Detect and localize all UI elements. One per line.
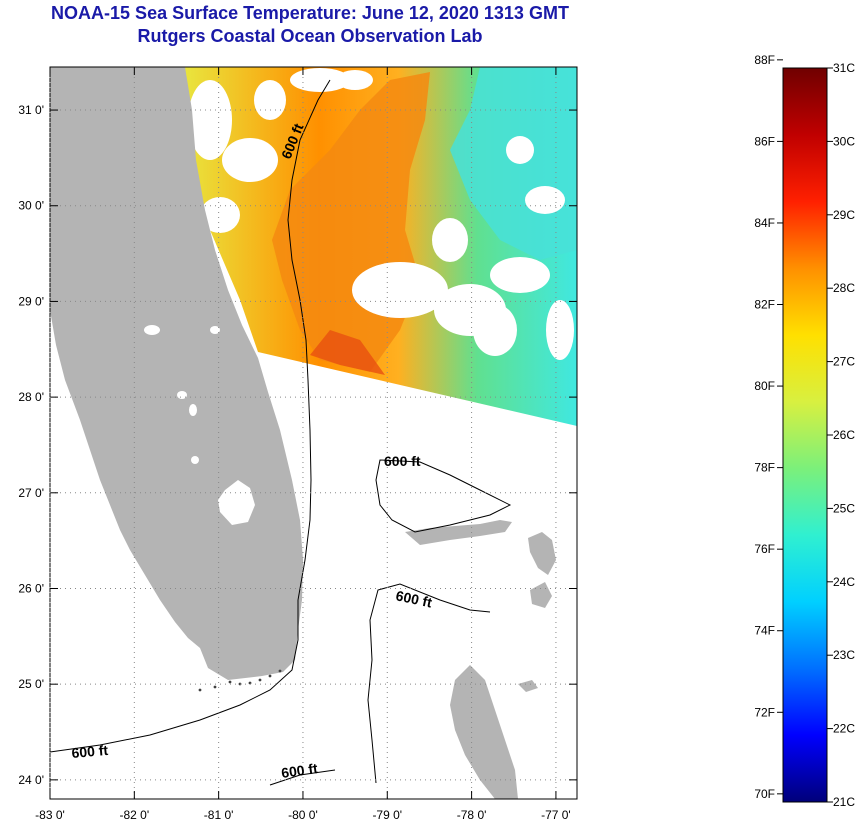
colorbar-f-label: 72F — [754, 705, 775, 719]
abaco-land — [528, 532, 556, 575]
grand-bahama-land — [405, 520, 512, 545]
colorbar-c-label: 23C — [833, 648, 855, 662]
sst-warm-patch — [310, 330, 385, 375]
andros-land — [450, 665, 518, 799]
colorbar-f-label: 88F — [754, 53, 775, 67]
florida-land — [50, 67, 303, 680]
lon-label: -83 0' — [35, 808, 65, 822]
lat-label: 31 0' — [18, 103, 44, 117]
colorbar-c-label: 22C — [833, 722, 855, 736]
colorbar-f-label: 86F — [754, 134, 775, 148]
isobath-600ft — [50, 79, 512, 786]
colorbar-f-label: 80F — [754, 379, 775, 393]
lat-label: 30 0' — [18, 199, 44, 213]
isobath-label: 600 ft — [394, 587, 433, 610]
lon-label: -79 0' — [372, 808, 402, 822]
colorbar-c-label: 31C — [833, 61, 855, 75]
lon-label: -80 0' — [288, 808, 318, 822]
lat-label: 26 0' — [18, 581, 44, 595]
isobath-label: 600 ft — [280, 760, 319, 781]
colorbar-f-label: 78F — [754, 461, 775, 475]
colorbar-f-label: 74F — [754, 624, 775, 638]
lon-label: -82 0' — [119, 808, 149, 822]
colorbar-labels: 88F 86F 84F 82F 80F 78F 76F 74F 72F 70F 31C 30C 29C 2… — [754, 53, 855, 809]
lon-label: -77 0' — [541, 808, 571, 822]
lon-label: -78 0' — [457, 808, 487, 822]
colorbar — [782, 67, 828, 803]
cloud-cover — [188, 68, 574, 360]
florida-keys — [198, 669, 282, 692]
axis-labels: 31 0' 30 0' 29 0' 28 0' 27 0' 26 0' 25 0' 24 0'… — [18, 103, 570, 822]
inland-lakes — [144, 325, 220, 464]
isobath-label: 600 ft — [384, 453, 421, 469]
colorbar-c-label: 30C — [833, 134, 855, 148]
colorbar-c-label: 21C — [833, 795, 855, 809]
map-title: NOAA-15 Sea Surface Temperature: June 12… — [51, 3, 569, 23]
colorbar-c-label: 25C — [833, 501, 855, 515]
colorbar-f-label: 84F — [754, 216, 775, 230]
isobath-label: 600 ft — [71, 742, 109, 761]
lake-okeechobee — [218, 480, 255, 525]
colorbar-c-label: 28C — [833, 281, 855, 295]
colorbar-c-label: 24C — [833, 575, 855, 589]
colorbar-f-label: 70F — [754, 787, 775, 801]
lat-label: 24 0' — [18, 773, 44, 787]
graticule — [49, 67, 577, 799]
map-subtitle: Rutgers Coastal Ocean Observation Lab — [137, 26, 483, 46]
colorbar-c-label: 27C — [833, 355, 855, 369]
colorbar-f-label: 82F — [754, 298, 775, 312]
lon-label: -81 0' — [204, 808, 234, 822]
lat-label: 29 0' — [18, 294, 44, 308]
colorbar-f-label: 76F — [754, 542, 775, 556]
small-bahama-cay — [518, 680, 538, 692]
lat-label: 25 0' — [18, 677, 44, 691]
colorbar-c-label: 29C — [833, 208, 855, 222]
lat-label: 28 0' — [18, 390, 44, 404]
lat-label: 27 0' — [18, 486, 44, 500]
colorbar-c-label: 26C — [833, 428, 855, 442]
